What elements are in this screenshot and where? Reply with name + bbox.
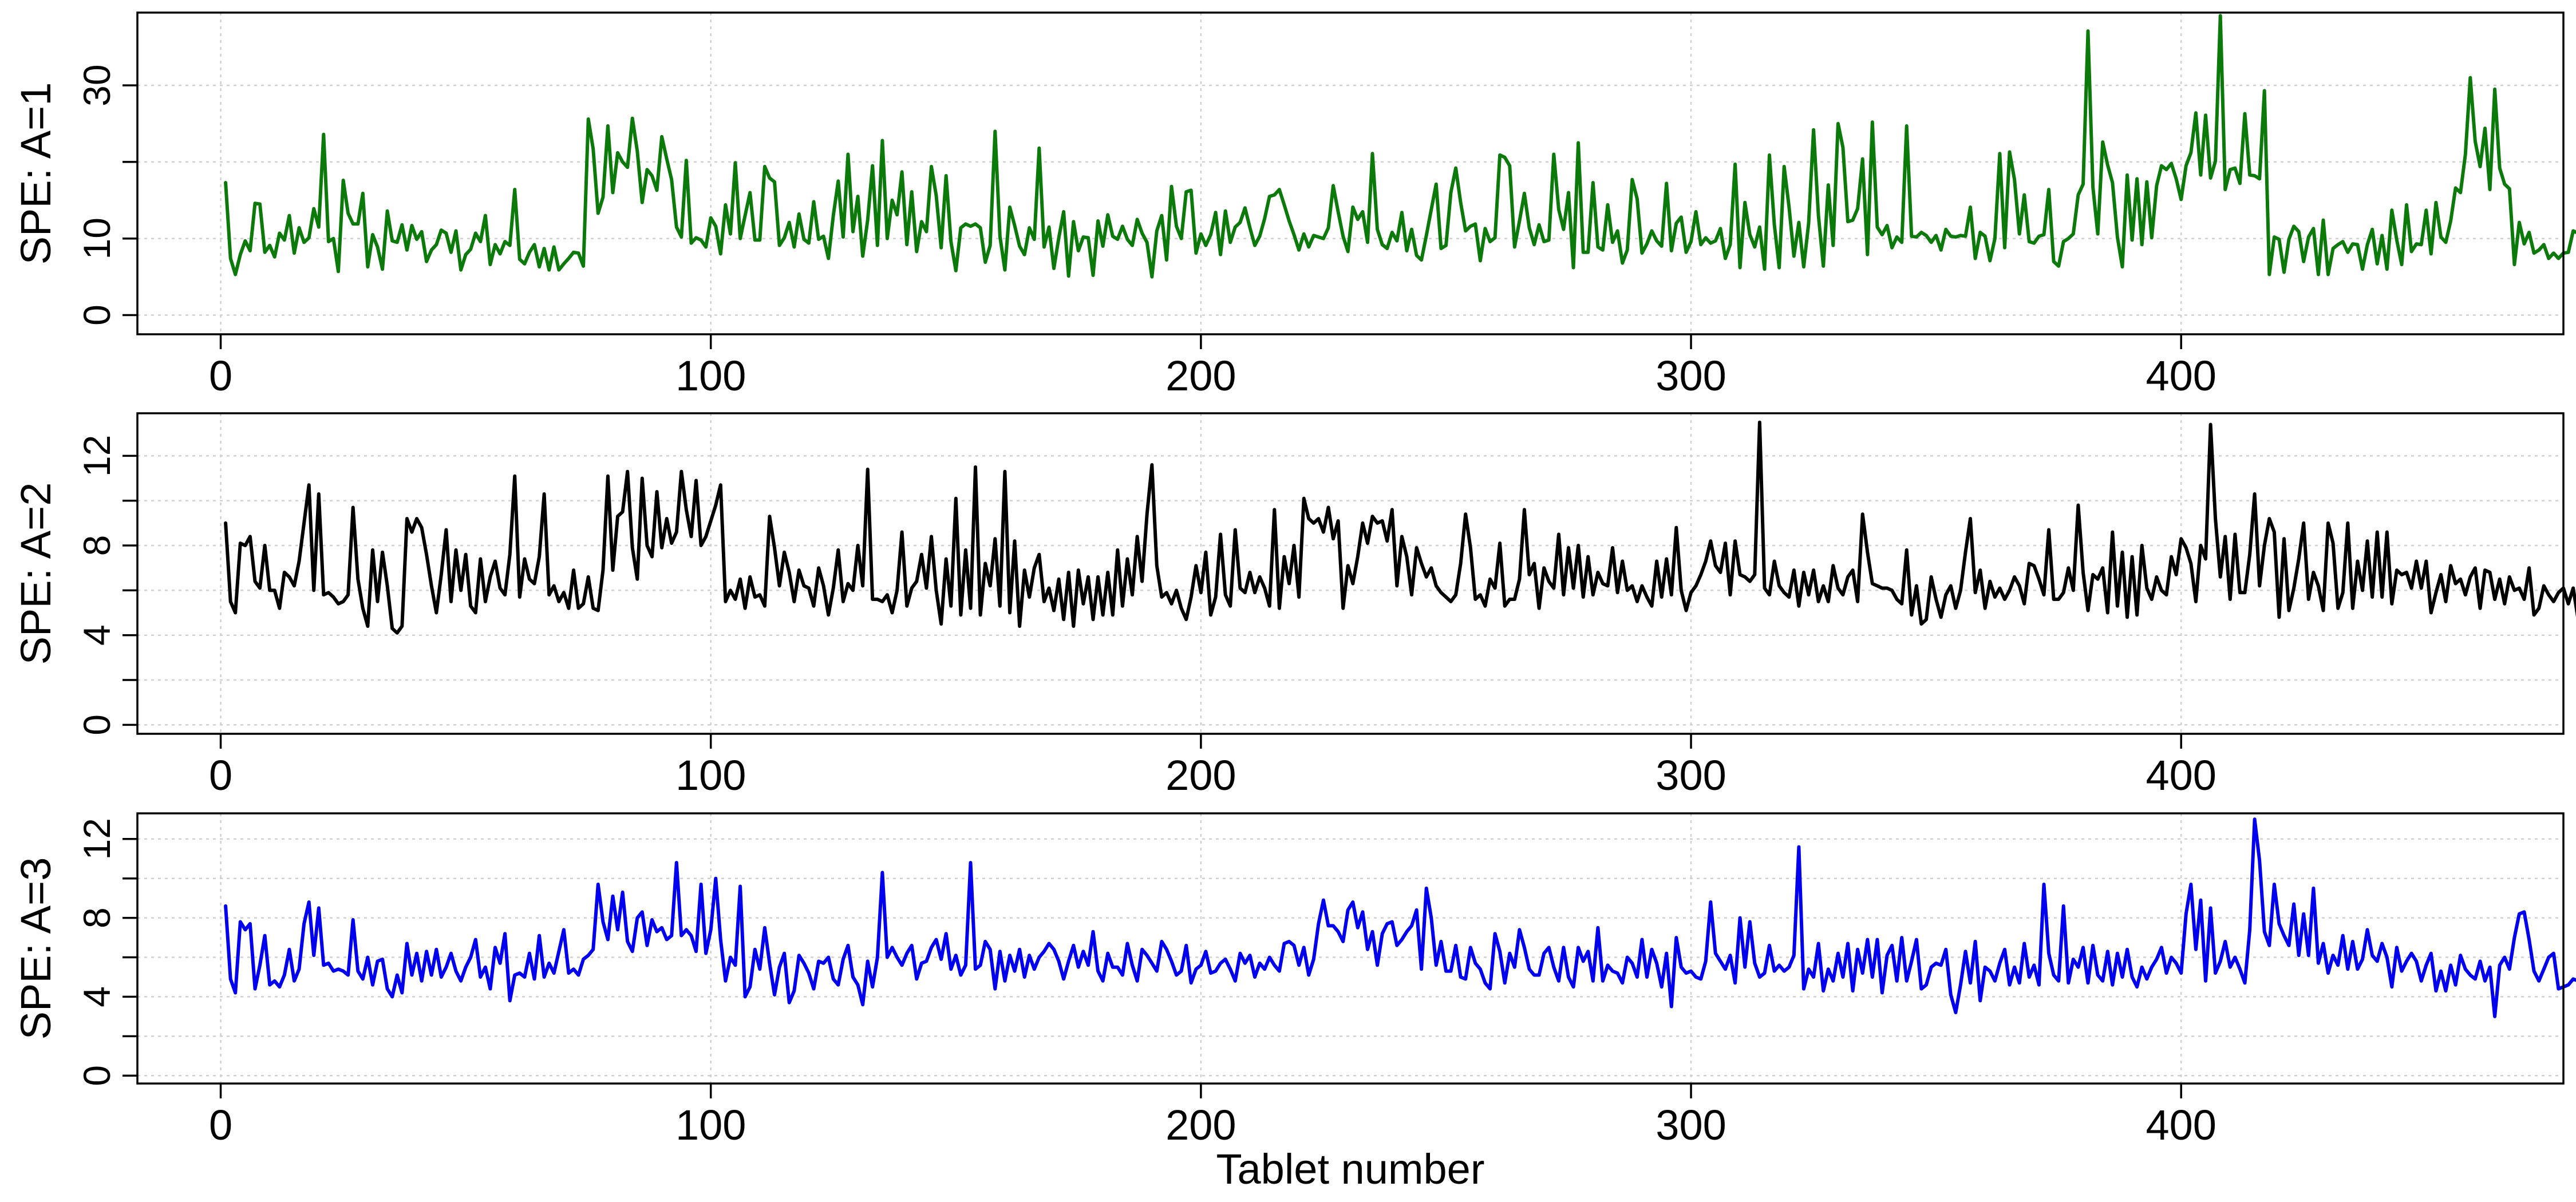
panel-3: 0 100 200 300 400 0 4 8 12 SPE: A=3 Tablet number <box>12 812 2576 1193</box>
y-axis-label: SPE: A=2 <box>12 483 60 665</box>
x-tick-label: 300 <box>1656 1101 1726 1149</box>
y-tick-label: 12 <box>76 435 118 477</box>
series-line <box>224 817 2576 1018</box>
x-tick-label: 400 <box>2146 1101 2216 1149</box>
x-tick-label: 100 <box>675 752 746 799</box>
y-tick-label: 8 <box>76 535 118 556</box>
y-tick-label: 8 <box>76 907 118 928</box>
plot-frame <box>136 11 2565 335</box>
plot-frame <box>136 812 2565 1085</box>
x-tick-label: 200 <box>1165 752 1236 799</box>
y-tick-label: 30 <box>76 64 118 106</box>
x-tick-label: 200 <box>1165 1101 1236 1149</box>
y-tick-label: 0 <box>76 305 118 326</box>
y-tick-label: 12 <box>76 818 118 860</box>
x-tick-label: 300 <box>1656 752 1726 799</box>
y-axis-label: SPE: A=3 <box>12 857 60 1040</box>
y-tick-label: 0 <box>76 1065 118 1086</box>
y-tick-label: 4 <box>76 624 118 646</box>
x-tick-label: 200 <box>1165 352 1236 400</box>
x-tick-label: 400 <box>2146 352 2216 400</box>
x-tick-label: 0 <box>209 1101 232 1149</box>
panel-1: 0 100 200 300 400 0 10 30 SPE: A=1 <box>12 11 2576 400</box>
x-tick-label: 400 <box>2146 752 2216 799</box>
x-tick-label: 0 <box>209 352 232 400</box>
panel-2: 0 100 200 300 400 0 4 8 12 SPE: A=2 <box>12 412 2576 799</box>
x-axis-label: Tablet number <box>1216 1145 1485 1193</box>
x-tick-label: 300 <box>1656 352 1726 400</box>
x-tick-label: 0 <box>209 752 232 799</box>
series-line <box>224 14 2576 279</box>
y-tick-label: 10 <box>76 218 118 259</box>
y-tick-label: 4 <box>76 986 118 1007</box>
series-line <box>224 420 2576 635</box>
y-tick-label: 0 <box>76 714 118 736</box>
y-axis-label: SPE: A=1 <box>12 82 60 265</box>
x-tick-label: 100 <box>675 352 746 400</box>
x-tick-label: 100 <box>675 1101 746 1149</box>
plot-frame <box>136 412 2565 735</box>
